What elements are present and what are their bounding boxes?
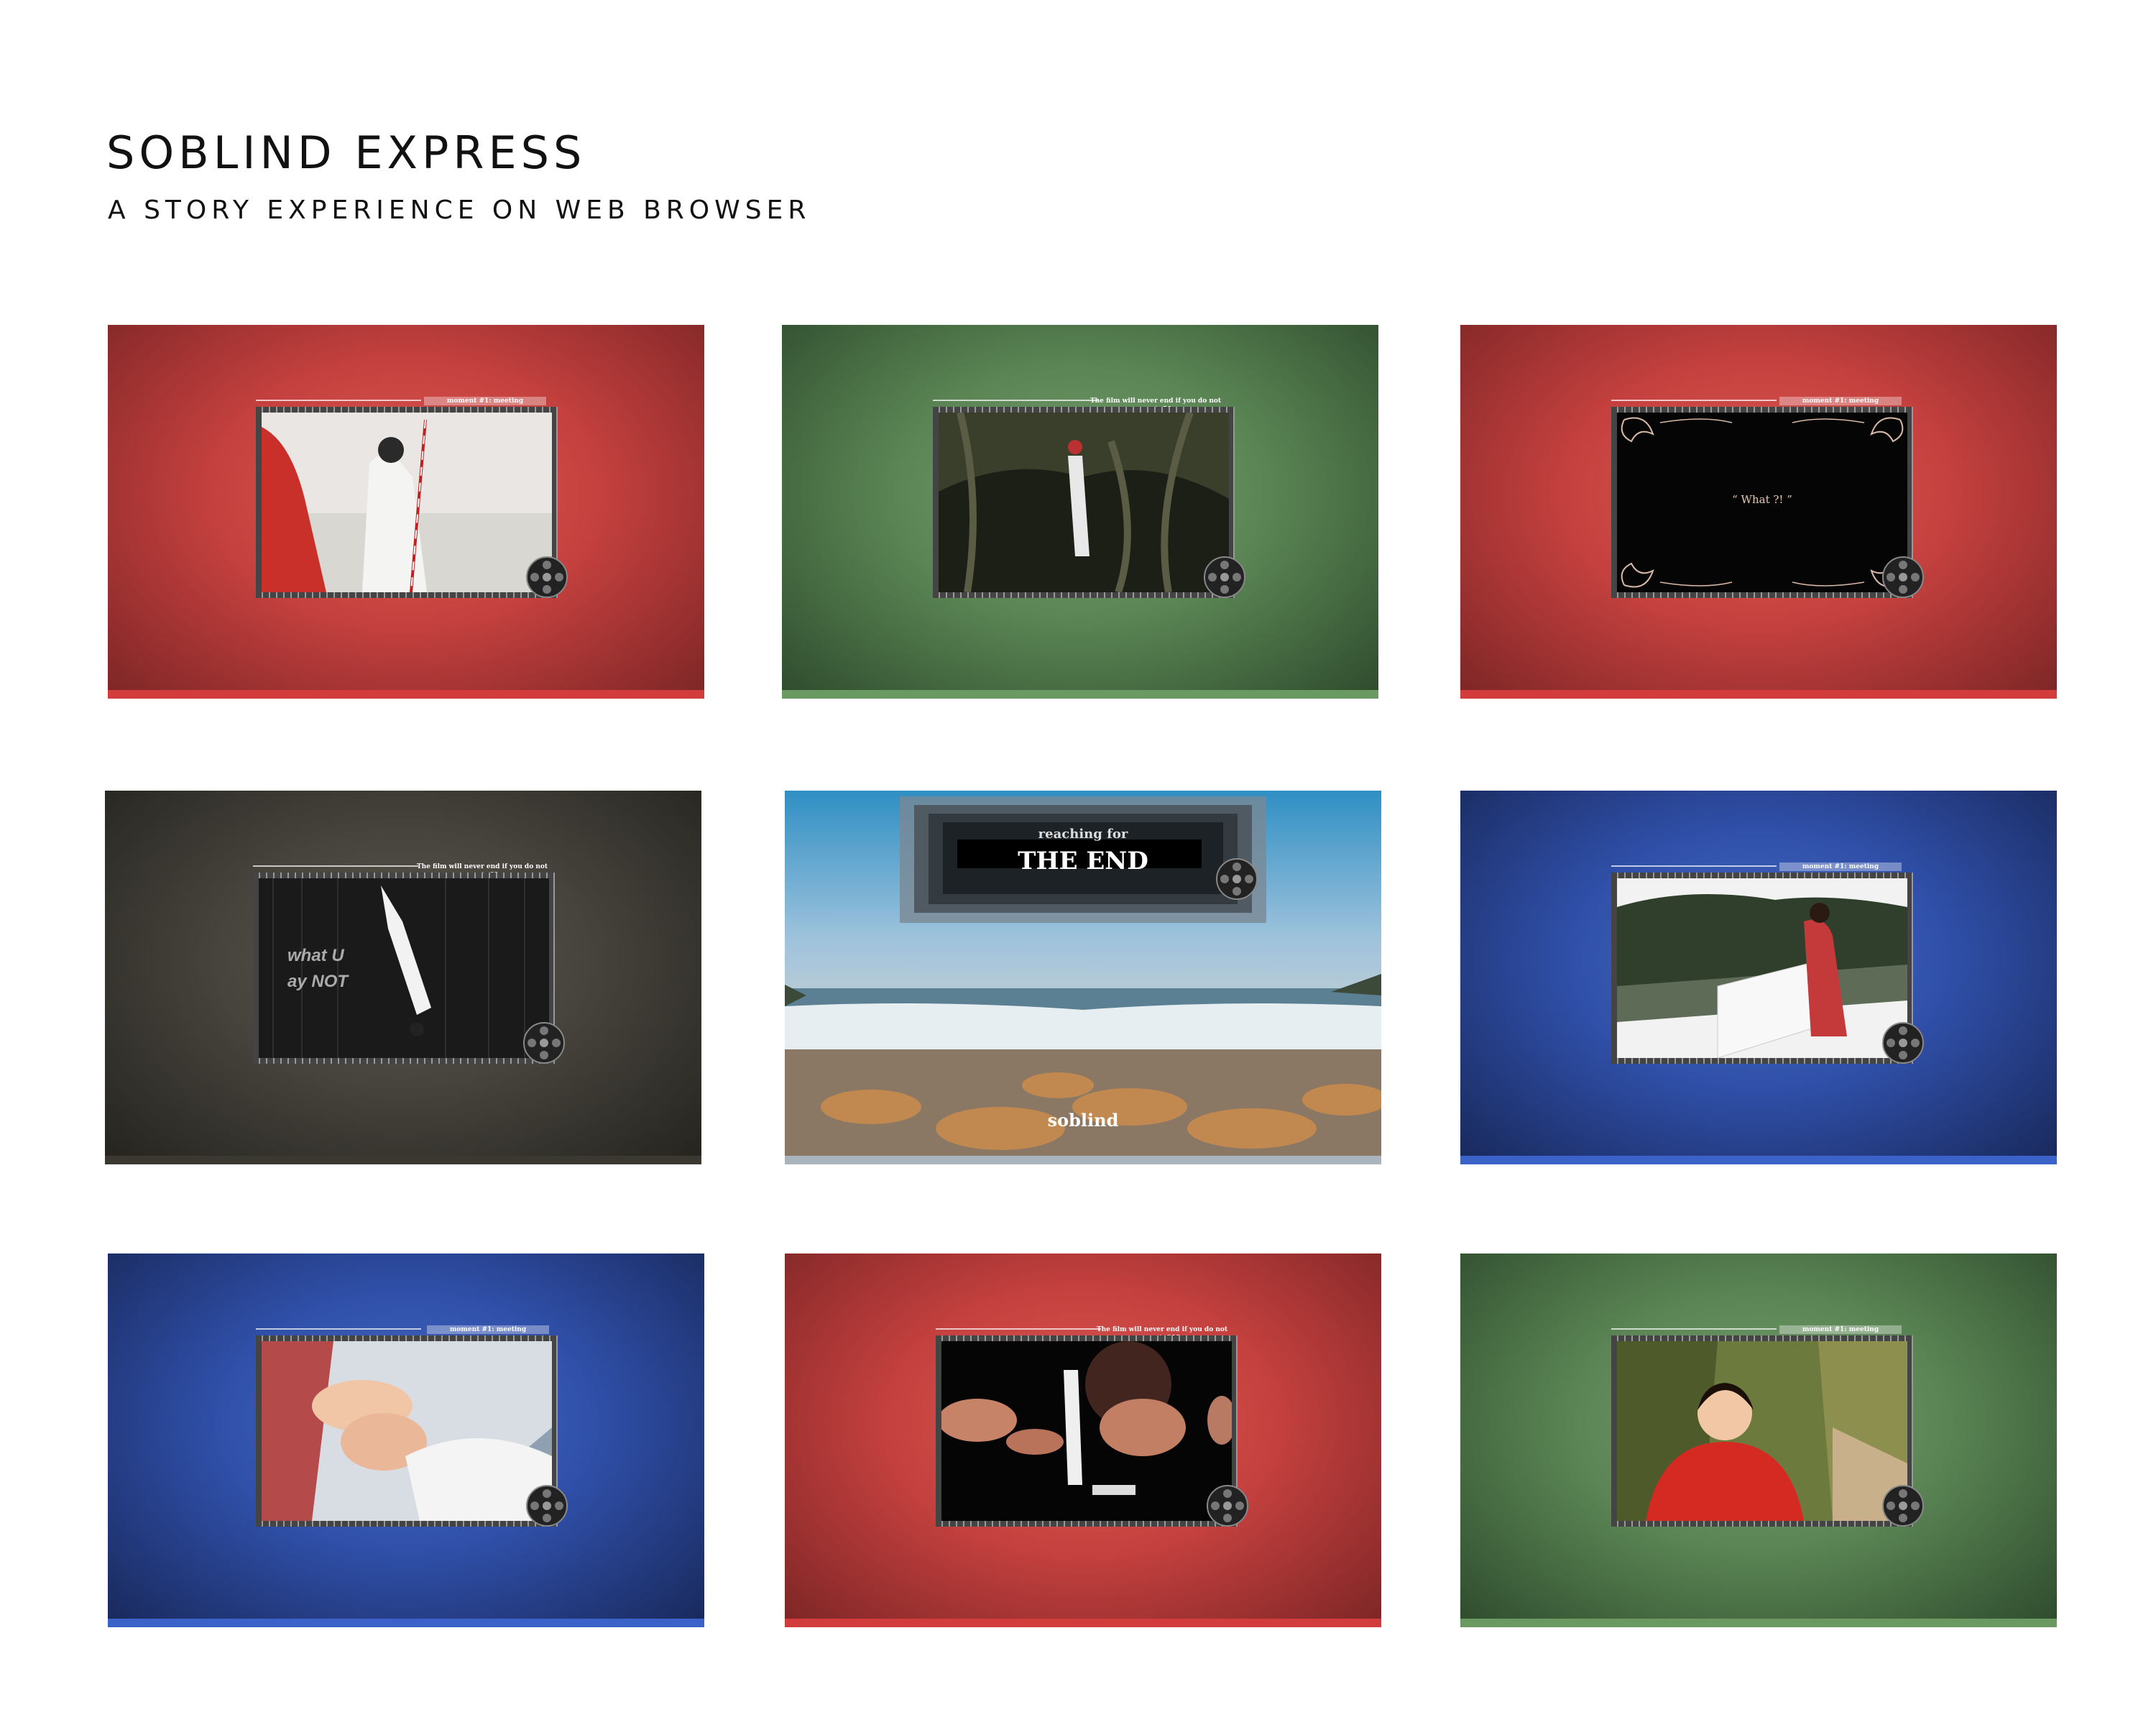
progress-line	[253, 865, 418, 867]
progress-line	[1611, 400, 1777, 401]
banner-line1: reaching for	[900, 827, 1266, 842]
progress-line	[936, 1328, 1101, 1330]
color-bar	[1460, 1619, 2057, 1627]
progress-line	[256, 1328, 421, 1330]
screenshot-7: moment #1: meeting	[108, 1254, 704, 1627]
color-bar	[108, 690, 704, 699]
moment-caption: moment #1: meeting	[1779, 397, 1902, 405]
screenshot-2: The film will never end if you do not re…	[782, 325, 1378, 699]
scene-balcony	[1617, 878, 1907, 1058]
moment-caption: The film will never end if you do not re…	[1084, 397, 1227, 405]
progress-line	[1611, 865, 1777, 867]
film-reel-icon[interactable]	[1205, 1484, 1250, 1528]
page-subtitle: A STORY EXPERIENCE ON WEB BROWSER	[108, 196, 811, 225]
moment-caption: moment #1: meeting	[427, 1325, 549, 1334]
film-frame	[1611, 873, 1913, 1064]
screenshot-4: The film will never end if you do not re…	[105, 791, 701, 1164]
screenshot-1: moment #1: meeting	[108, 325, 704, 699]
progress-line	[256, 400, 421, 401]
scene-hands	[262, 1341, 552, 1521]
film-reel-icon[interactable]	[1881, 1484, 1925, 1528]
card-text: “ What ?! ”	[1617, 493, 1907, 506]
banner-line2: THE END	[900, 847, 1266, 875]
scene-floating-rocks	[941, 1341, 1232, 1521]
screenshot-6: moment #1: meeting	[1460, 791, 2057, 1164]
moment-caption: moment #1: meeting	[1779, 862, 1902, 871]
film-reel-icon[interactable]	[1881, 555, 1925, 599]
film-frame: “ What ?! ”	[1611, 407, 1913, 598]
color-bar	[105, 1156, 701, 1164]
film-reel-icon[interactable]	[522, 1021, 566, 1065]
color-bar	[782, 690, 1378, 699]
screenshot-3: moment #1: meeting “ What ?! ”	[1460, 325, 2057, 699]
scene-phone-call	[1617, 1341, 1907, 1521]
color-bar	[108, 1619, 704, 1627]
film-frame: what U ay NOT	[253, 873, 555, 1064]
moment-caption: The film will never end if you do not re…	[407, 862, 558, 871]
film-reel-icon[interactable]	[525, 1484, 569, 1528]
film-frame	[256, 1335, 558, 1527]
film-frame	[933, 407, 1235, 598]
scene-forest	[939, 413, 1229, 592]
soblind-logo: soblind	[785, 1110, 1381, 1131]
color-bar	[785, 1619, 1381, 1627]
color-bar	[785, 1156, 1381, 1164]
moment-caption: The film will never end if you do not re…	[1087, 1325, 1238, 1334]
screenshot-8: The film will never end if you do not re…	[785, 1254, 1381, 1627]
moment-caption: moment #1: meeting	[1779, 1325, 1902, 1334]
film-reel-icon[interactable]	[1202, 555, 1247, 599]
screenshot-5: reaching for THE END soblind	[785, 791, 1381, 1164]
screenshot-9: moment #1: meeting	[1460, 1254, 2057, 1627]
film-frame	[256, 407, 558, 598]
overlay-text: what U ay NOT	[287, 943, 348, 995]
film-reel-icon[interactable]	[525, 555, 569, 599]
film-frame	[1611, 1335, 1913, 1527]
page-title: SOBLIND EXPRESS	[106, 126, 586, 179]
film-frame	[936, 1335, 1238, 1527]
scene-man-with-cane	[262, 413, 552, 592]
film-reel-icon[interactable]	[1215, 857, 1259, 901]
color-bar	[1460, 1156, 2057, 1164]
progress-line	[933, 400, 1098, 401]
color-bar	[1460, 690, 2057, 699]
film-reel-icon[interactable]	[1881, 1021, 1925, 1065]
progress-line	[1611, 1328, 1777, 1330]
moment-caption: moment #1: meeting	[424, 397, 546, 405]
